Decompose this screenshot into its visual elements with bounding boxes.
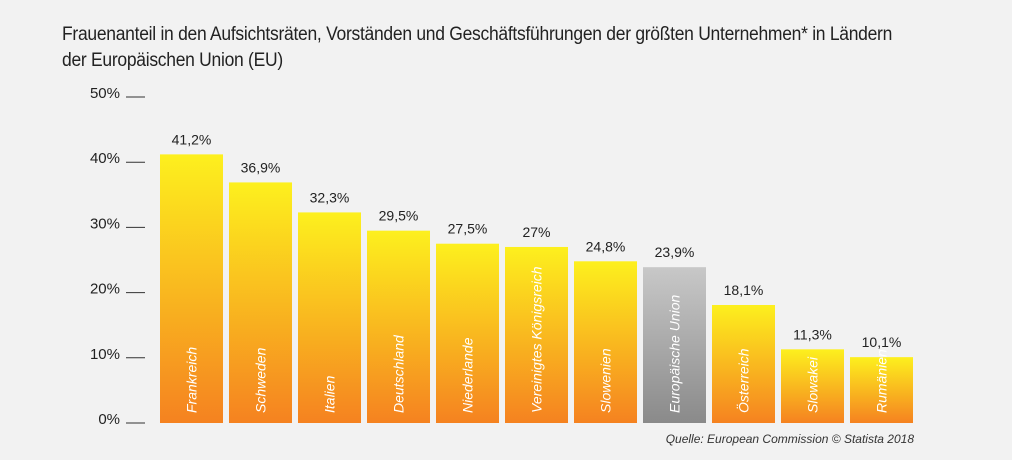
bar: [505, 246, 568, 423]
bar-value-label: 36,9%: [241, 159, 281, 175]
category-label: Frankreich: [184, 347, 200, 413]
bar: [298, 212, 361, 423]
bar: [367, 230, 430, 423]
category-label: Niederlande: [460, 337, 476, 413]
y-tick-label: 30%: [90, 215, 120, 232]
bar-value-label: 10,1%: [862, 334, 902, 350]
category-label: Schweden: [253, 347, 269, 413]
bar: [574, 261, 637, 423]
bars: 41,2% Frankreich 36,9% Schweden 32,3% Italien…: [160, 131, 913, 423]
category-label: Rumänien: [874, 349, 890, 413]
bar-value-label: 23,9%: [655, 244, 695, 260]
category-label: Italien: [322, 375, 338, 413]
category-label: Slowakei: [805, 356, 821, 413]
bar-value-label: 32,3%: [310, 189, 350, 205]
bar-value-label: 18,1%: [724, 282, 764, 298]
bar: [160, 154, 223, 423]
bar-value-label: 41,2%: [172, 131, 212, 147]
y-tick-label: 0%: [98, 411, 120, 428]
bar-value-label: 29,5%: [379, 208, 419, 224]
bar: [712, 304, 775, 423]
y-tick-label: 10%: [90, 346, 120, 363]
bar-value-label: 24,8%: [586, 238, 626, 254]
bar-value-label: 11,3%: [793, 326, 832, 342]
y-tick-label: 20%: [90, 281, 120, 298]
bar: [229, 182, 292, 423]
category-label: Slowenien: [598, 348, 614, 413]
y-tick-label: 40%: [90, 150, 120, 167]
category-label: Vereinigtes Königsreich: [529, 266, 545, 413]
bar: [850, 357, 913, 423]
category-label: Deutschland: [391, 334, 407, 413]
chart-title: Frauenanteil in den Aufsichtsräten, Vors…: [62, 24, 893, 71]
source-note: Quelle: European Commission © Statista 2…: [665, 432, 914, 446]
bar: [436, 243, 499, 423]
bar-value-label: 27,5%: [448, 221, 488, 237]
bar: [643, 267, 706, 423]
bar-value-label: 27%: [522, 224, 550, 240]
y-axis: 0% 10% 20% 30% 40% 50%: [90, 85, 145, 428]
bar: [781, 349, 844, 423]
category-label: Österreich: [735, 348, 752, 413]
category-label: Europäische Union: [667, 294, 683, 413]
y-tick-label: 50%: [90, 85, 120, 102]
